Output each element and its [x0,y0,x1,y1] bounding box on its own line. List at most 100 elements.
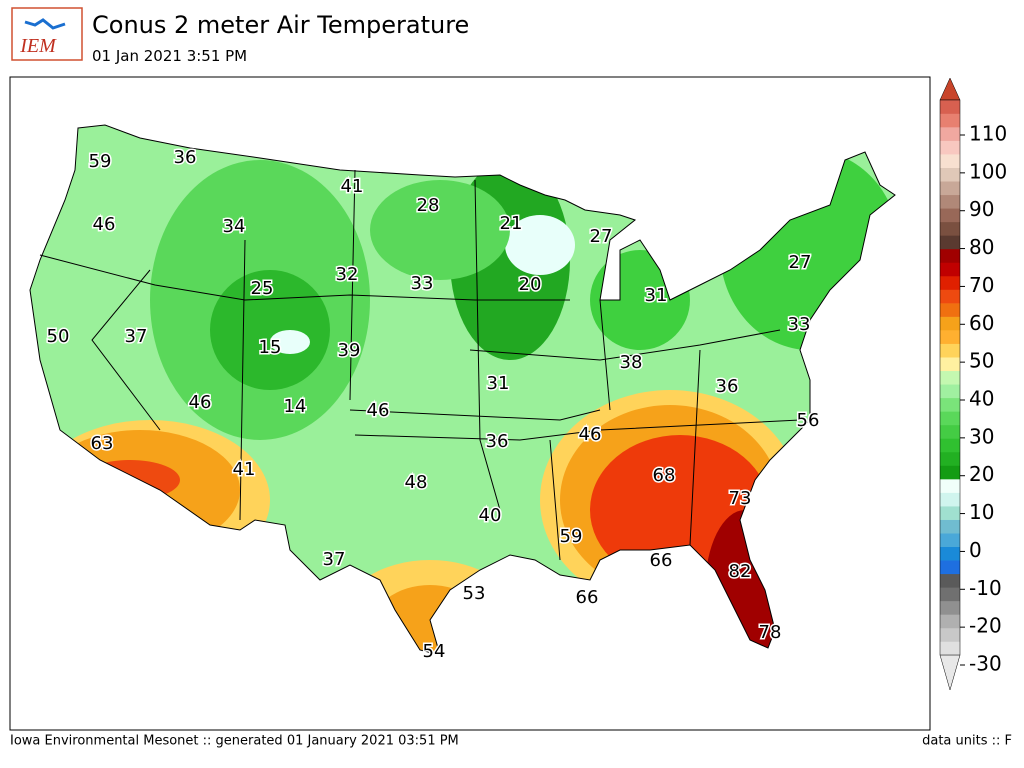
colorbar-band [940,357,960,372]
borders [29,124,896,656]
colorbar-band [940,208,960,223]
map-value: 53 [463,583,486,604]
map-value: 66 [576,587,599,608]
colorbar-band [940,614,960,629]
colorbar-tick-label: 40 [969,387,994,411]
colorbar-band [940,397,960,412]
map-value: 46 [189,392,212,413]
map-value: 32 [336,264,359,285]
colorbar-band [940,194,960,209]
map-value: 33 [411,273,434,294]
colorbar-tick-label: -20 [969,614,1002,638]
map-value: 78 [759,622,782,643]
map-value: 59 [560,526,583,547]
colorbar-tick-label: 60 [969,311,994,335]
title: Conus 2 meter Air Temperature [92,11,469,39]
colorbar-tick-label: 90 [969,197,994,221]
colorbar-band [940,221,960,236]
map-value: 73 [729,488,752,509]
map-value: 15 [259,337,282,358]
map-value: 37 [323,549,346,570]
colorbar-band [940,154,960,168]
colorbar-tick-label: 110 [969,122,1007,146]
map-value: 54 [423,641,446,662]
map-value: 41 [341,176,364,197]
colorbar-band [940,330,960,344]
map-value: 33 [788,314,811,335]
map-value: 21 [500,213,523,234]
colorbar-band [940,424,960,439]
logo-text: IEM [19,35,57,57]
colorbar-band [940,384,960,399]
colorbar-band [940,303,960,317]
colorbar-band [940,587,960,602]
colorbar-band [940,438,960,453]
map-value: 68 [653,465,676,486]
colorbar-band [940,465,960,480]
footer-left: Iowa Environmental Mesonet :: generated … [10,734,459,749]
map-value: 41 [233,459,256,480]
colorbar-band [940,533,960,548]
colorbar-band [940,248,960,263]
map-value: 59 [89,151,112,172]
colorbar-band [940,641,960,656]
map-value: 46 [579,424,602,445]
colorbar-band [940,560,960,575]
map-value: 36 [174,147,197,168]
colorbar-tick-label: 0 [969,538,982,562]
map-value: 40 [479,505,502,526]
map-value: 37 [125,326,148,347]
colorbar-band [940,627,960,642]
colorbar-band [940,235,960,250]
colorbar-band [940,140,960,155]
colorbar-tick-label: -30 [969,652,1002,676]
station-labels: 59 36 41 28 21 27 46 34 32 33 20 31 27 2… [45,146,821,664]
colorbar-tick-label: 10 [969,500,994,524]
colorbar-band [940,275,960,290]
colorbar-band [940,506,960,520]
temperature-field [30,125,895,655]
map-value: 27 [789,252,812,273]
colorbar: -30 -20 -10 0 10 20 30 40 50 60 70 80 90 100 110 [939,77,1007,691]
map-value: 28 [417,195,440,216]
colorbar-band [940,546,960,561]
map-value: 66 [650,550,673,571]
colorbar-band [940,262,960,277]
colorbar-band [940,573,960,588]
colorbar-tick-label: 80 [969,235,994,259]
colorbar-band [940,167,960,182]
map-value: 31 [645,285,668,306]
colorbar-band [940,100,960,114]
map-value: 20 [519,274,542,295]
colorbar-band [940,479,960,493]
map-value: 25 [251,278,274,299]
colorbar-band [940,127,960,141]
map-value: 46 [93,214,116,235]
logo: IEM [11,7,83,61]
colorbar-band [940,343,960,358]
colorbar-band [940,113,960,128]
map-value: 34 [223,216,246,237]
map-value: 48 [405,472,428,493]
colorbar-tick-label: 30 [969,424,994,448]
map-value: 14 [284,396,307,417]
map-value: 46 [367,400,390,421]
colorbar-band [940,451,960,466]
colorbar-band [940,289,960,304]
colorbar-band [940,316,960,331]
map-value: 63 [91,433,114,454]
map-value: 36 [716,376,739,397]
colorbar-tick-label: 100 [969,159,1007,183]
map-value: 27 [590,226,613,247]
colorbar-band [940,181,960,196]
map-value: 38 [620,352,643,373]
colorbar-band [940,492,960,507]
footer-right: data units :: F [922,734,1012,749]
map-value: 50 [47,326,70,347]
map-value: 39 [338,340,361,361]
map-value: 31 [487,373,510,394]
colorbar-band [940,411,960,426]
colorbar-tick-label: 20 [969,462,994,486]
map-value: 36 [486,431,509,452]
